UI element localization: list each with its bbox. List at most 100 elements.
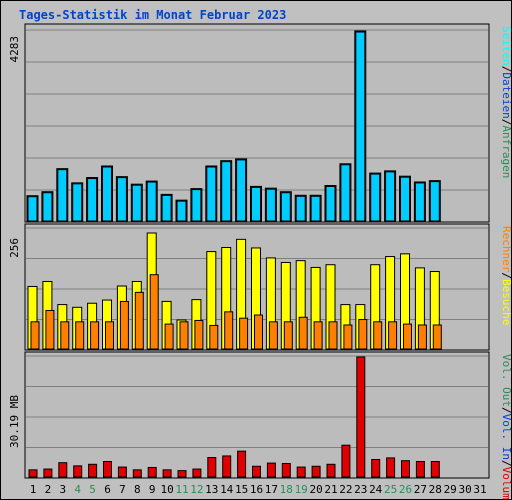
x-tick-label: 6 <box>104 483 111 496</box>
x-tick-label: 24 <box>369 483 383 496</box>
bar-rechner <box>149 274 159 350</box>
bar-anfragen <box>27 196 38 222</box>
y-max-label: 30.19 MB <box>8 395 21 448</box>
legend-entry: Dateien <box>500 72 512 118</box>
bar-anfragen <box>429 181 440 222</box>
bar-anfragen <box>176 200 187 222</box>
bar-anfragen <box>340 164 351 222</box>
bar-anfragen <box>87 178 98 222</box>
x-tick-label: 22 <box>339 483 352 496</box>
x-tick-label: 20 <box>309 483 322 496</box>
bar-anfragen <box>295 195 306 222</box>
bar-volumen <box>147 466 157 478</box>
bar-anfragen <box>221 161 232 222</box>
legend-separator: / <box>500 407 512 414</box>
legend-separator: / <box>500 66 512 73</box>
legend-entry: Anfragen <box>500 125 512 178</box>
bar-anfragen <box>265 188 276 222</box>
bar-volumen <box>430 460 440 478</box>
y-max-label: 4283 <box>8 36 21 63</box>
bar-rechner <box>105 321 114 350</box>
bar-volumen <box>252 465 261 478</box>
bar-volumen <box>58 462 68 478</box>
bar-anfragen <box>325 186 336 222</box>
bar-rechner <box>313 321 323 350</box>
bar-anfragen <box>236 159 247 222</box>
bar-volumen <box>386 457 396 478</box>
legend-entry: Seiten <box>500 26 512 66</box>
panel-middle: 256 Rechner/Besuche <box>8 223 512 351</box>
bar-rechner <box>75 321 85 350</box>
legend-separator: / <box>500 272 512 279</box>
bar-rechner <box>134 291 144 350</box>
x-tick-label: 26 <box>399 483 412 496</box>
bar-rechner <box>45 309 55 350</box>
bar-rechner <box>119 300 129 350</box>
right-legend-bottom: Vol. Out/Vol. In/Volumen <box>500 354 512 500</box>
bar-rechner <box>254 314 263 350</box>
x-tick-label: 27 <box>414 483 427 496</box>
x-tick-label: 14 <box>220 483 234 496</box>
x-tick-label: 10 <box>160 483 173 496</box>
legend-entry: Volumen <box>500 467 512 500</box>
bar-rechner <box>60 321 70 350</box>
bar-rechner <box>403 323 412 350</box>
x-tick-label: 8 <box>134 483 141 496</box>
bar-rechner <box>209 324 219 350</box>
bar-rechner <box>283 321 293 350</box>
bar-anfragen <box>414 182 425 222</box>
legend-entry: Rechner <box>500 226 512 273</box>
bar-volumen <box>132 469 142 478</box>
bar-rechner <box>358 319 368 350</box>
bar-anfragen <box>280 192 291 222</box>
bar-anfragen <box>161 194 172 222</box>
bar-volumen <box>207 457 217 478</box>
right-legend-top: Seiten/Dateien/Anfragen <box>500 26 512 178</box>
bar-rechner <box>30 321 40 350</box>
x-tick-label: 16 <box>250 483 263 496</box>
panel-bottom: 30.19 MB Vol. Out/Vol. In/Volumen <box>8 351 512 500</box>
bar-rechner <box>194 319 204 350</box>
bar-volumen <box>326 463 336 478</box>
chart-title: Tages-Statistik im Monat Februar 2023 <box>19 8 287 22</box>
bar-volumen <box>88 463 98 478</box>
x-tick-label: 15 <box>235 483 248 496</box>
bar-volumen <box>162 469 172 478</box>
bar-volumen <box>192 468 202 478</box>
x-tick-label: 2 <box>45 483 52 496</box>
bar-anfragen <box>72 183 83 222</box>
bar-volumen <box>281 462 291 478</box>
bar-volumen <box>103 460 112 478</box>
bar-volumen <box>237 450 247 478</box>
bar-anfragen <box>355 31 366 222</box>
x-tick-label: 4 <box>74 483 81 496</box>
bar-volumen <box>296 466 306 478</box>
legend-separator: / <box>500 460 512 467</box>
bar-rechner <box>164 323 174 350</box>
bar-anfragen <box>385 171 396 222</box>
bar-anfragen <box>42 192 53 222</box>
bar-volumen <box>341 444 351 478</box>
legend-entry: Vol. Out <box>500 354 512 407</box>
x-tick-label: 7 <box>119 483 126 496</box>
bar-volumen <box>266 462 276 478</box>
bar-rechner <box>432 324 442 350</box>
bar-volumen <box>43 468 53 478</box>
bar-anfragen <box>102 166 112 222</box>
bar-volumen <box>371 459 381 478</box>
x-tick-label: 9 <box>149 483 156 496</box>
bar-anfragen <box>251 186 261 222</box>
panel-bottom-background <box>24 351 490 479</box>
bar-rechner <box>268 321 278 350</box>
bar-volumen <box>415 460 425 478</box>
x-tick-label: 19 <box>295 483 308 496</box>
bar-volumen <box>356 356 366 478</box>
bar-rechner <box>239 317 249 350</box>
bar-volumen <box>117 466 127 478</box>
bar-anfragen <box>206 166 217 222</box>
panel-top: 4283 Seiten/Dateien/Anfragen <box>8 23 512 223</box>
legend-entry: Besuche <box>500 279 512 325</box>
bar-anfragen <box>400 176 410 222</box>
x-tick-label: 17 <box>265 483 278 496</box>
